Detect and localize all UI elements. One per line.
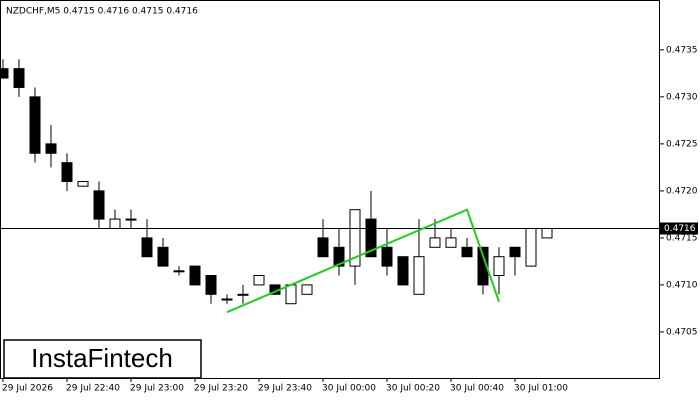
candle-body	[13, 68, 25, 88]
last-price-label: 0.4716	[664, 224, 696, 234]
candle-body	[461, 246, 473, 258]
x-tick-label: 29 Jul 23:40	[258, 384, 312, 394]
candle-body	[349, 209, 361, 267]
x-tick-label: 29 Jul 2026	[2, 384, 53, 394]
x-tick-label: 30 Jul 00:00	[322, 384, 376, 394]
candle-body	[29, 96, 41, 154]
candle-body	[141, 237, 153, 258]
y-tick-label: 0.4720	[666, 186, 698, 196]
candle-body	[301, 284, 313, 295]
candle-body	[317, 237, 329, 258]
candle-body	[493, 256, 505, 277]
y-tick-label: 0.4730	[666, 92, 698, 102]
candle-body	[413, 256, 425, 295]
candle-body	[397, 256, 409, 286]
x-tick-label: 30 Jul 00:40	[450, 384, 504, 394]
y-tick-label: 0.4705	[666, 327, 698, 337]
y-tick-label: 0.4715	[666, 233, 698, 243]
candle-body	[429, 237, 441, 248]
plot-frame	[0, 0, 660, 379]
candle-body	[253, 275, 265, 286]
candle-body	[221, 298, 233, 301]
candle-body	[333, 246, 345, 267]
x-tick-label: 30 Jul 00:20	[386, 384, 440, 394]
candle-body	[61, 162, 73, 182]
y-tick-label: 0.4735	[666, 45, 698, 55]
x-tick-label: 29 Jul 22:40	[66, 384, 120, 394]
candle-body	[157, 246, 169, 267]
candle-body	[173, 270, 185, 273]
candle-body	[93, 190, 105, 220]
y-tick-label: 0.4725	[666, 139, 698, 149]
candle-body	[509, 246, 521, 258]
x-tick-label: 29 Jul 23:20	[194, 384, 248, 394]
candle-body	[45, 143, 57, 154]
pattern-line	[226, 208, 500, 314]
candle-body	[477, 246, 489, 286]
last-price-box	[660, 222, 698, 235]
candle-body	[285, 284, 297, 305]
x-tick-label: 30 Jul 01:00	[514, 384, 568, 394]
candle-body	[77, 180, 89, 187]
y-tick-label: 0.4710	[666, 280, 698, 290]
x-tick-label: 29 Jul 23:00	[130, 384, 184, 394]
candle-body	[541, 227, 553, 239]
candle-body	[445, 237, 457, 248]
candle-body	[525, 227, 537, 267]
candle-body	[0, 68, 9, 79]
candle-body	[205, 275, 217, 295]
candle-body	[189, 265, 201, 286]
logo: InstaFintech	[31, 343, 173, 373]
chart-title: NZDCHF,M5 0.4715 0.4716 0.4715 0.4716	[6, 7, 198, 17]
candle-body	[109, 218, 121, 229]
candle-body	[237, 293, 249, 296]
candle-body	[381, 246, 393, 267]
logo-box	[3, 339, 202, 379]
candle-body	[125, 218, 137, 221]
candle-body	[365, 218, 377, 258]
